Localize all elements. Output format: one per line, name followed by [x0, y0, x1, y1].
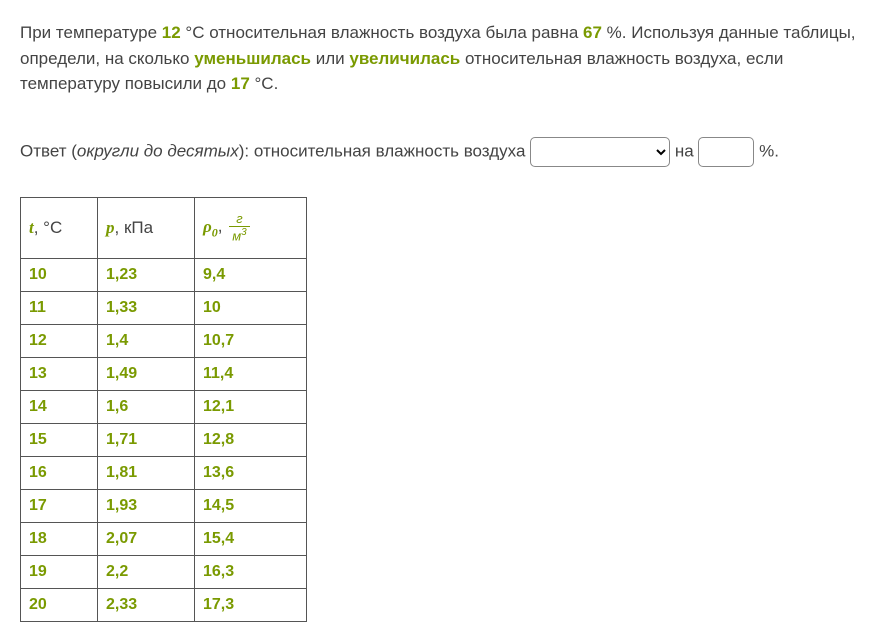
cell-p: 1,81 [98, 456, 195, 489]
cell-rho: 15,4 [195, 522, 307, 555]
var-p: p [106, 218, 115, 237]
cell-rho: 16,3 [195, 555, 307, 588]
cell-rho: 14,5 [195, 489, 307, 522]
cell-p: 1,49 [98, 357, 195, 390]
cell-rho: 17,3 [195, 588, 307, 621]
problem-text: При температуре 12 °C относительная влаж… [20, 20, 864, 97]
increased-word: увеличилась [349, 49, 460, 68]
humidity-value: 67 [583, 23, 602, 42]
text: ): относительная влажность воздуха [239, 141, 530, 160]
cell-t: 11 [21, 291, 98, 324]
text: на [675, 141, 699, 160]
value-input[interactable] [698, 137, 754, 167]
decreased-word: уменьшилась [194, 49, 311, 68]
cell-t: 17 [21, 489, 98, 522]
header-pressure: p, кПа [98, 197, 195, 258]
table-row: 171,9314,5 [21, 489, 307, 522]
table-row: 151,7112,8 [21, 423, 307, 456]
temperature-2: 17 [231, 74, 250, 93]
cell-t: 15 [21, 423, 98, 456]
table-row: 111,3310 [21, 291, 307, 324]
cell-rho: 12,1 [195, 390, 307, 423]
table-row: 121,410,7 [21, 324, 307, 357]
cell-p: 1,93 [98, 489, 195, 522]
cell-t: 19 [21, 555, 98, 588]
table-row: 101,239,4 [21, 258, 307, 291]
cell-t: 12 [21, 324, 98, 357]
cell-p: 1,4 [98, 324, 195, 357]
unit-t: , °C [34, 218, 63, 237]
cell-t: 16 [21, 456, 98, 489]
cell-t: 18 [21, 522, 98, 555]
table-body: 101,239,4111,3310121,410,7131,4911,4141,… [21, 258, 307, 621]
cell-rho: 9,4 [195, 258, 307, 291]
header-density: ρ0, гм3 [195, 197, 307, 258]
data-table: t, °C p, кПа ρ0, гм3 101,239,4111,331012… [20, 197, 307, 622]
var-rho: ρ0 [203, 217, 218, 236]
cell-t: 10 [21, 258, 98, 291]
table-row: 182,0715,4 [21, 522, 307, 555]
cell-rho: 11,4 [195, 357, 307, 390]
cell-t: 13 [21, 357, 98, 390]
cell-rho: 13,6 [195, 456, 307, 489]
cell-p: 2,2 [98, 555, 195, 588]
answer-line: Ответ (округли до десятых): относительна… [20, 137, 864, 167]
answer-label: Ответ ( [20, 141, 77, 160]
table-row: 192,216,3 [21, 555, 307, 588]
table-row: 131,4911,4 [21, 357, 307, 390]
table-row: 161,8113,6 [21, 456, 307, 489]
cell-rho: 10,7 [195, 324, 307, 357]
comma: , [218, 217, 227, 236]
text: °C относительная влажность воздуха была … [181, 23, 583, 42]
unit-fraction: гм3 [229, 212, 249, 242]
cell-p: 2,07 [98, 522, 195, 555]
cell-p: 2,33 [98, 588, 195, 621]
cell-p: 1,71 [98, 423, 195, 456]
cell-t: 20 [21, 588, 98, 621]
text: %. [759, 141, 779, 160]
temperature-1: 12 [162, 23, 181, 42]
cell-p: 1,33 [98, 291, 195, 324]
text: При температуре [20, 23, 162, 42]
cell-p: 1,23 [98, 258, 195, 291]
unit-p: , кПа [115, 218, 154, 237]
table-row: 202,3317,3 [21, 588, 307, 621]
table-header-row: t, °C p, кПа ρ0, гм3 [21, 197, 307, 258]
answer-hint: округли до десятых [77, 141, 239, 160]
cell-p: 1,6 [98, 390, 195, 423]
header-temperature: t, °C [21, 197, 98, 258]
cell-rho: 10 [195, 291, 307, 324]
direction-dropdown[interactable] [530, 137, 670, 167]
table-row: 141,612,1 [21, 390, 307, 423]
cell-t: 14 [21, 390, 98, 423]
cell-rho: 12,8 [195, 423, 307, 456]
text: °C. [250, 74, 279, 93]
text: или [311, 49, 349, 68]
